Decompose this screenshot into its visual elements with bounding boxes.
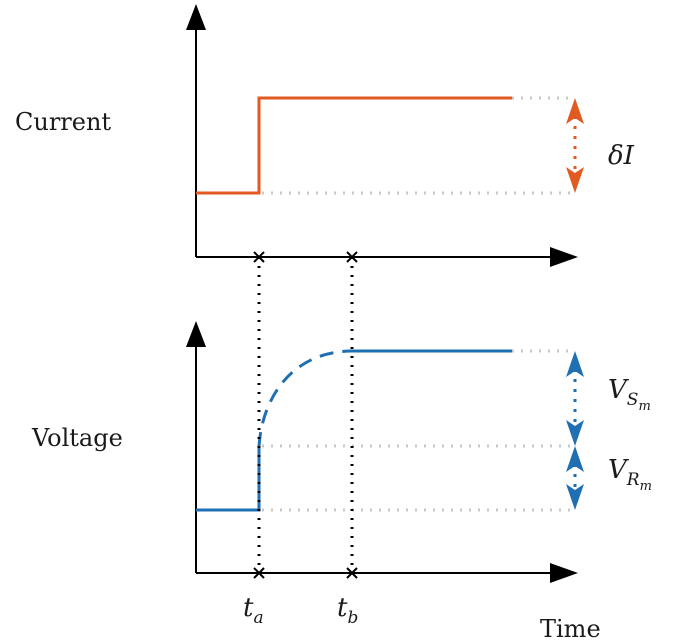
v-sm-arrow — [566, 351, 584, 446]
delta-i-label: δI — [608, 141, 635, 171]
current-step-trace — [196, 96, 512, 195]
time-label: Time — [540, 615, 601, 643]
current-panel: Current δI — [15, 4, 635, 267]
voltage-y-axis-arrowhead — [186, 321, 206, 347]
voltage-baseline-trace — [196, 446, 261, 512]
t-b-label: tb — [337, 593, 358, 628]
t-a-cross-bottom — [253, 567, 265, 579]
t-b-cross-bottom — [346, 567, 358, 579]
v-rm-label: VRm — [608, 455, 652, 494]
voltage-panel: Voltage VSm VRm — [31, 321, 652, 583]
voltage-label: Voltage — [31, 424, 123, 452]
voltage-x-axis-arrowhead — [550, 563, 578, 583]
t-a-label: ta — [243, 593, 264, 628]
v-sm-label: VSm — [608, 375, 651, 414]
v-rm-arrow — [566, 446, 584, 510]
current-x-axis-arrowhead — [550, 247, 578, 267]
current-label: Current — [15, 108, 111, 136]
delta-i-arrow — [566, 98, 584, 193]
t-a-cross-top — [253, 251, 265, 263]
time-markers: ta tb Time — [243, 251, 601, 643]
current-y-axis-arrowhead — [186, 4, 206, 30]
t-b-cross-top — [346, 251, 358, 263]
voltage-rise-dashed-curve — [257, 349, 352, 447]
